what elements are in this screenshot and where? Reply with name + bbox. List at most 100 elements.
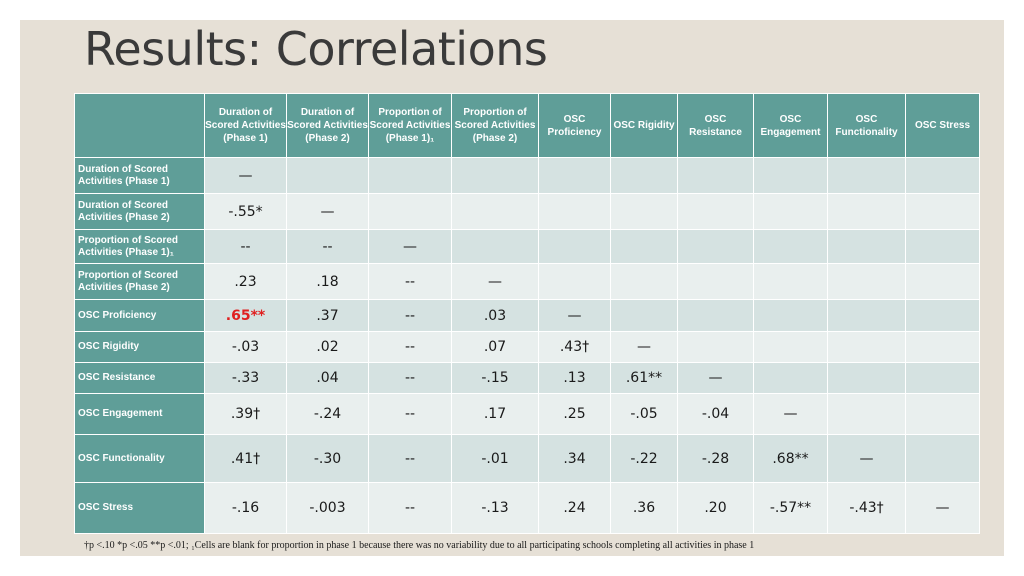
- correlation-cell: [827, 299, 906, 332]
- correlation-cell: .07: [451, 331, 539, 363]
- correlation-cell: -.13: [451, 482, 539, 534]
- correlation-cell: —: [451, 263, 539, 300]
- correlation-value: --: [404, 307, 416, 324]
- row-header: Proportion of Scored Activities (Phase 2…: [74, 263, 205, 300]
- correlation-cell: [905, 299, 980, 332]
- table-row: Proportion of Scored Activities (Phase 2…: [74, 263, 980, 300]
- table-row: Duration of Scored Activities (Phase 2) -…: [74, 193, 980, 230]
- correlation-cell: [753, 263, 828, 300]
- correlation-cell: [610, 299, 678, 332]
- correlation-cell: [451, 229, 539, 264]
- correlation-cell: -.55*: [204, 193, 287, 230]
- correlation-cell: .13: [538, 362, 611, 394]
- row-header: OSC Engagement: [74, 393, 205, 435]
- correlation-cell: --: [368, 263, 452, 300]
- footnote: †p <.10 *p <.05 **p <.01; ₁Cells are bla…: [84, 540, 755, 551]
- correlation-cell: .17: [451, 393, 539, 435]
- correlation-cell: [451, 193, 539, 230]
- correlation-cell: [905, 157, 980, 194]
- correlation-cell: --: [286, 229, 369, 264]
- correlation-cell: --: [368, 434, 452, 483]
- correlation-value: --: [404, 370, 416, 386]
- correlation-value: —: [708, 370, 723, 386]
- correlation-value: .61**: [625, 370, 663, 386]
- correlation-value: .36: [632, 500, 656, 516]
- correlation-cell: [753, 331, 828, 363]
- correlation-value: -.22: [630, 450, 658, 467]
- correlation-cell: [753, 362, 828, 394]
- correlation-cell: [827, 331, 906, 363]
- correlation-value: -.01: [481, 450, 509, 467]
- column-header: Duration of Scored Activities (Phase 1): [204, 93, 287, 158]
- correlation-cell: [753, 193, 828, 230]
- correlation-value: .07: [483, 339, 507, 355]
- correlation-cell: [905, 263, 980, 300]
- table-row: OSC Engagement .39† -.24 -- .17 .25 -.05 -.04 —: [74, 393, 980, 435]
- correlation-cell: --: [368, 299, 452, 332]
- correlation-cell: [677, 331, 754, 363]
- correlation-value: .13: [563, 370, 586, 386]
- correlation-value: .23: [234, 273, 257, 290]
- correlation-cell: —: [368, 229, 452, 264]
- correlation-cell: .03: [451, 299, 539, 332]
- correlation-value: .17: [483, 406, 507, 422]
- row-header: OSC Stress: [74, 482, 205, 534]
- table-row: OSC Functionality .41† -.30 -- -.01 .34 -.22 -.…: [74, 434, 980, 483]
- correlation-value: .34: [563, 450, 586, 467]
- correlation-cell: [610, 193, 678, 230]
- column-header: Duration of Scored Activities (Phase 2): [286, 93, 369, 158]
- correlation-cell: [538, 193, 611, 230]
- correlation-cell: --: [368, 393, 452, 435]
- correlation-cell: -.22: [610, 434, 678, 483]
- correlation-cell: .18: [286, 263, 369, 300]
- correlation-value: -.57**: [769, 500, 812, 516]
- correlation-cell: [368, 193, 452, 230]
- correlation-cell: [905, 362, 980, 394]
- correlation-cell: —: [905, 482, 980, 534]
- correlation-value: -.15: [481, 370, 509, 386]
- column-header: Proportion of Scored Activities (Phase 1…: [368, 93, 452, 158]
- correlation-cell: —: [827, 434, 906, 483]
- row-header: OSC Rigidity: [74, 331, 205, 363]
- table-corner-cell: [74, 93, 205, 158]
- correlation-value: .03: [483, 307, 507, 324]
- correlation-value: -.43†: [849, 500, 884, 516]
- correlation-value: -.24: [313, 406, 342, 422]
- correlation-cell: .23: [204, 263, 287, 300]
- correlation-cell: [538, 263, 611, 300]
- correlation-cell: [905, 331, 980, 363]
- correlation-cell: [827, 193, 906, 230]
- correlation-value: -.33: [231, 370, 260, 386]
- correlation-value: —: [488, 273, 502, 290]
- correlation-cell: [827, 157, 906, 194]
- correlation-value: -.13: [481, 500, 509, 516]
- correlation-cell: .34: [538, 434, 611, 483]
- correlation-value: .43†: [559, 339, 590, 355]
- correlation-value: -.30: [313, 450, 342, 467]
- table-row: OSC Proficiency .65** .37 -- .03 —: [74, 299, 980, 332]
- correlation-cell: [677, 193, 754, 230]
- correlation-cell: --: [368, 362, 452, 394]
- correlation-cell: [677, 263, 754, 300]
- correlation-cell: .43†: [538, 331, 611, 363]
- correlation-cell: --: [368, 331, 452, 363]
- table-row: OSC Rigidity -.03 .02 -- .07 .43† —: [74, 331, 980, 363]
- correlation-value: .20: [704, 500, 727, 516]
- table-row: OSC Resistance -.33 .04 -- -.15 .13 .61** —: [74, 362, 980, 394]
- column-header: OSC Rigidity: [610, 93, 678, 158]
- correlation-value: -.04: [701, 406, 730, 422]
- row-header: Duration of Scored Activities (Phase 2): [74, 193, 205, 230]
- correlation-value: .68**: [772, 450, 809, 467]
- correlation-cell: -.03: [204, 331, 287, 363]
- row-header: Proportion of Scored Activities (Phase 1…: [74, 229, 205, 264]
- correlation-cell: —: [753, 393, 828, 435]
- correlation-value: --: [404, 406, 416, 422]
- column-header: OSC Resistance: [677, 93, 754, 158]
- correlation-cell: [538, 229, 611, 264]
- correlation-cell: [677, 229, 754, 264]
- correlation-cell: [451, 157, 539, 194]
- correlation-cell: —: [204, 157, 287, 194]
- correlation-value: .25: [563, 406, 586, 422]
- correlation-cell: [753, 299, 828, 332]
- correlation-cell: [286, 157, 369, 194]
